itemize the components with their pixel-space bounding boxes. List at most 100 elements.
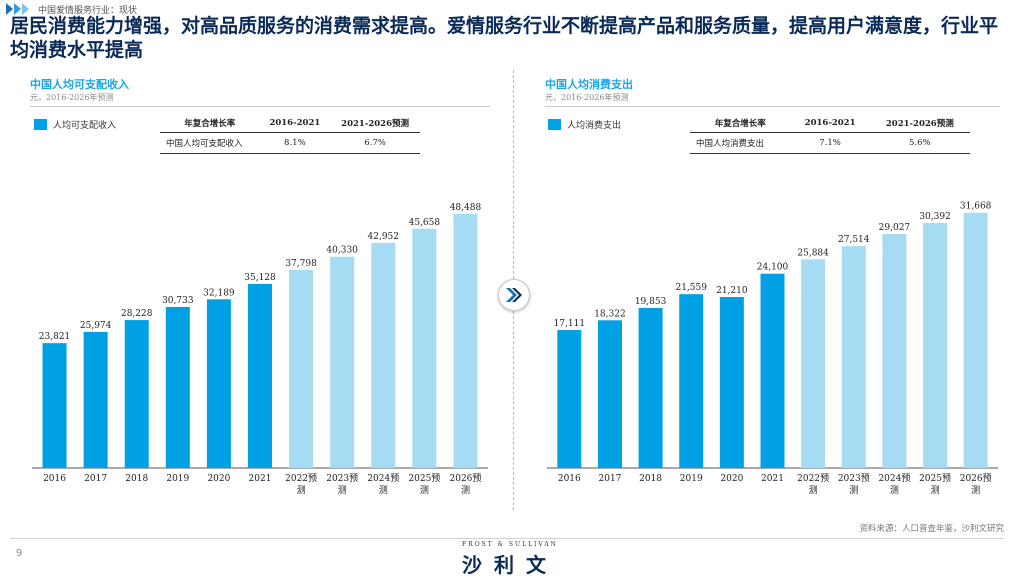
- legend-label: 人均消费支出: [567, 121, 622, 131]
- bar: [597, 320, 622, 468]
- chevron-icon: [14, 3, 21, 15]
- cagr-header: 2021-2026预测: [869, 114, 970, 133]
- bar-value-label: 48,488: [450, 203, 482, 213]
- x-tick-label: 2022预测: [285, 473, 317, 496]
- right-bar-chart: 17,111 2016 18,322 2017 19,853 2018 21,559 2019…: [547, 202, 998, 496]
- bar-value-label: 29,027: [879, 223, 911, 233]
- left-bar-chart: 23,821 2016 25,974 2017 28,228 2018 30,733 2019…: [32, 203, 488, 496]
- right-panel-subtitle: 元，2016-2026年预测: [545, 93, 629, 102]
- bar: [841, 246, 866, 468]
- x-tick-label: 2019: [680, 474, 703, 484]
- page-number: 9: [16, 548, 23, 559]
- x-tick-label: 2017: [599, 474, 622, 484]
- breadcrumb-text: 中国爱情服务行业：现状: [38, 5, 138, 16]
- bar: [719, 297, 744, 468]
- brand-name-en: FROST & SULLIVAN: [462, 541, 558, 548]
- bar-value-label: 37,798: [285, 259, 317, 269]
- bar-value-label: 28,228: [121, 309, 153, 319]
- source-note: 资料来源：人口普查年鉴，沙利文研究: [859, 524, 1004, 534]
- x-tick-label: 2022预测: [797, 473, 829, 496]
- left-panel-title: 中国人均可支配收入: [30, 78, 129, 91]
- x-tick-label: 2026预测: [450, 473, 482, 496]
- bar-value-label: 25,884: [797, 248, 829, 258]
- legend-label: 人均可支配收入: [53, 121, 117, 131]
- cagr-row-label: 中国人均可支配收入: [160, 132, 260, 154]
- bar-value-label: 31,668: [960, 202, 992, 212]
- bar-value-label: 17,111: [554, 319, 586, 329]
- transition-arrow-button: [498, 279, 530, 311]
- bar: [963, 212, 988, 468]
- x-tick-label: 2017: [84, 474, 107, 484]
- x-tick-label: 2021: [761, 474, 784, 484]
- bar-value-label: 30,392: [919, 212, 951, 222]
- x-tick-label: 2025预测: [919, 473, 951, 496]
- cagr-header: 年复合增长率: [690, 114, 791, 133]
- bar-value-label: 19,853: [635, 297, 667, 307]
- x-tick-label: 2020: [720, 474, 743, 484]
- bar-value-label: 30,733: [162, 296, 194, 306]
- x-tick-label: 2020: [207, 474, 230, 484]
- bar: [206, 299, 231, 468]
- x-tick-label: 2019: [166, 474, 189, 484]
- x-tick-label: 2026预测: [960, 473, 992, 496]
- x-tick-label: 2018: [125, 474, 148, 484]
- x-tick-label: 2016: [43, 474, 66, 484]
- footer-rule: [10, 538, 1004, 539]
- double-chevron-right-icon: [506, 288, 522, 302]
- brand-logo: FROST & SULLIVAN 沙利文: [440, 541, 580, 578]
- right-legend: 人均消费支出: [548, 118, 621, 131]
- cagr-row: 中国人均可支配收入 8.1% 6.7%: [160, 132, 420, 154]
- right-cagr-table: 年复合增长率 2016-2021 2021-2026预测 中国人均消费支出 7.…: [690, 114, 970, 154]
- bar: [638, 307, 663, 468]
- bar: [453, 213, 478, 468]
- bar: [124, 320, 149, 468]
- bar: [289, 269, 314, 468]
- bar-value-label: 21,559: [675, 283, 707, 293]
- bar: [882, 233, 907, 468]
- cagr-header: 年复合增长率: [160, 114, 260, 133]
- bar: [412, 228, 437, 468]
- chevron-icon: [22, 3, 29, 15]
- bar-value-label: 21,210: [716, 286, 748, 296]
- cagr-header-row: 年复合增长率 2016-2021 2021-2026预测: [690, 114, 970, 133]
- x-tick-label: 2021: [249, 474, 272, 484]
- cagr-header: 2016-2021: [259, 114, 331, 133]
- x-tick-label: 2016: [558, 474, 581, 484]
- cagr-header: 2021-2026预测: [330, 114, 420, 133]
- right-panel-title: 中国人均消费支出: [545, 78, 633, 91]
- x-tick-label: 2023预测: [838, 473, 870, 496]
- cagr-value: 5.6%: [869, 132, 970, 154]
- left-legend: 人均可支配收入: [34, 118, 116, 131]
- bar-value-label: 27,514: [838, 235, 870, 245]
- x-tick-label: 2018: [639, 474, 662, 484]
- cagr-row-label: 中国人均消费支出: [690, 132, 791, 154]
- bar-value-label: 23,821: [39, 332, 71, 342]
- x-tick-label: 2024预测: [878, 473, 910, 496]
- bar: [923, 222, 948, 468]
- breadcrumb: 中国爱情服务行业：现状: [6, 3, 138, 16]
- bar: [371, 242, 396, 468]
- bar: [801, 259, 826, 468]
- bar-value-label: 24,100: [757, 263, 789, 273]
- cagr-value: 7.1%: [790, 132, 870, 154]
- cagr-value: 8.1%: [259, 132, 331, 154]
- page-headline: 居民消费能力增强，对高品质服务的消费需求提高。爱情服务行业不断提高产品和服务质量…: [10, 15, 999, 61]
- bar-value-label: 32,189: [203, 288, 235, 298]
- bar: [83, 331, 108, 468]
- left-panel-rule: [30, 106, 490, 107]
- bar-value-label: 35,128: [244, 273, 276, 283]
- left-cagr-table: 年复合增长率 2016-2021 2021-2026预测 中国人均可支配收入 8…: [160, 114, 420, 154]
- legend-swatch: [548, 119, 561, 130]
- bar: [760, 273, 785, 468]
- bar: [248, 283, 272, 468]
- brand-name-cn: 沙利文: [462, 553, 558, 577]
- legend-swatch: [34, 119, 47, 130]
- bar-value-label: 42,952: [368, 232, 400, 242]
- bar: [557, 330, 582, 468]
- left-panel-subtitle: 元，2016-2026年预测: [30, 93, 114, 102]
- bar: [679, 294, 704, 468]
- right-panel-rule: [545, 106, 1000, 107]
- bar-value-label: 45,658: [409, 218, 441, 228]
- chevron-icon: [6, 3, 13, 15]
- bar: [42, 343, 67, 468]
